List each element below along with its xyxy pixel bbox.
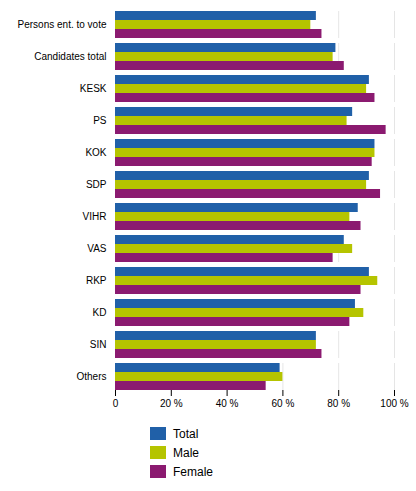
- svg-text:VAS: VAS: [87, 243, 107, 254]
- svg-text:80 %: 80 %: [327, 398, 350, 409]
- svg-text:20 %: 20 %: [160, 398, 183, 409]
- svg-text:100 %: 100 %: [380, 398, 408, 409]
- svg-text:Others: Others: [76, 371, 106, 382]
- svg-text:KD: KD: [93, 307, 107, 318]
- svg-text:Persons ent. to vote: Persons ent. to vote: [18, 19, 107, 30]
- html-text:Total: Total: [173, 426, 199, 441]
- svg-text:PS: PS: [93, 115, 107, 126]
- svg-text:KOK: KOK: [85, 147, 106, 158]
- svg-text:40 %: 40 %: [216, 398, 239, 409]
- svg-text:0: 0: [113, 398, 119, 409]
- svg-text:SDP: SDP: [86, 179, 107, 190]
- svg-text:KESK: KESK: [80, 83, 107, 94]
- svg-text:RKP: RKP: [86, 275, 107, 286]
- svg-text:Candidates total: Candidates total: [34, 51, 106, 62]
- html-text:Male: Male: [173, 445, 199, 460]
- svg-text:60 %: 60 %: [272, 398, 295, 409]
- svg-text:VIHR: VIHR: [83, 211, 107, 222]
- svg-text:SIN: SIN: [90, 339, 107, 350]
- html-text:Female: Female: [173, 464, 213, 479]
